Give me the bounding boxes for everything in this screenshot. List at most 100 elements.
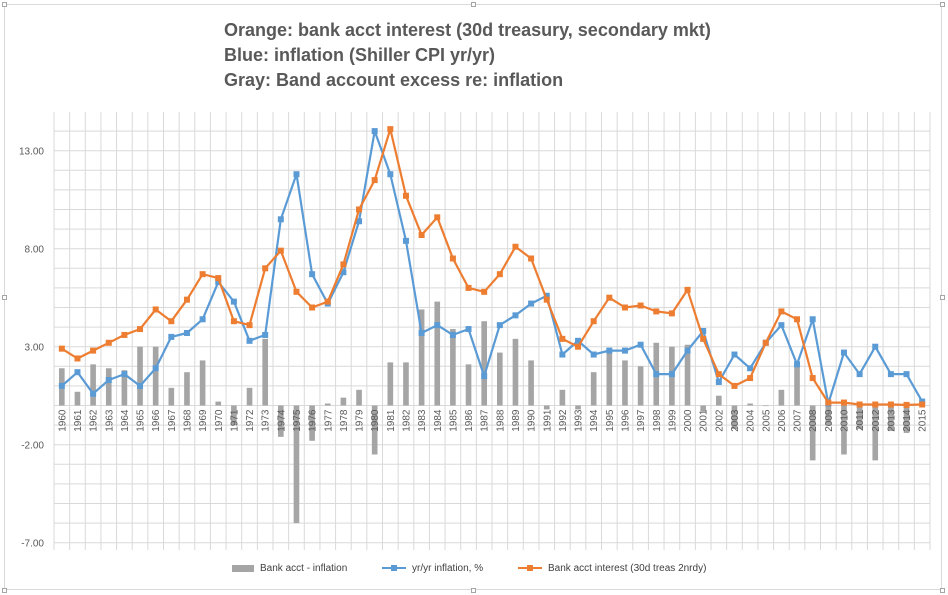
legend-item-inflation: yr/yr inflation, % xyxy=(382,559,483,577)
bar-excess xyxy=(278,405,284,437)
inflation-point xyxy=(215,279,222,286)
title-line-blue: Blue: inflation (Shiller CPI yr/yr) xyxy=(224,45,496,65)
interest-point xyxy=(684,286,691,293)
x-tick-label: 1967 xyxy=(167,409,178,432)
legend-swatch-excess xyxy=(232,564,254,572)
x-tick-label: 1982 xyxy=(401,409,412,432)
inflation-point xyxy=(418,329,425,336)
x-tick-label: 2008 xyxy=(808,409,819,432)
interest-point xyxy=(418,231,425,238)
interest-point xyxy=(700,335,707,342)
bar-excess xyxy=(762,405,769,407)
legend-label-excess: Bank acct - inflation xyxy=(260,562,348,574)
x-tick-label: 1978 xyxy=(339,409,350,432)
bar-excess xyxy=(794,364,800,406)
bar-excess xyxy=(872,405,879,461)
inflation-point xyxy=(152,365,159,372)
x-tick-label: 2000 xyxy=(683,409,694,432)
bar-excess xyxy=(231,405,237,426)
interest-point xyxy=(183,296,190,303)
interest-point xyxy=(481,288,488,295)
bar-excess xyxy=(481,321,487,406)
inflation-point xyxy=(371,128,378,135)
bar-excess xyxy=(184,372,190,406)
inflation-point xyxy=(731,351,738,358)
bar-excess xyxy=(716,395,722,406)
x-tick-label: 1995 xyxy=(605,409,616,432)
x-tick-label: 2001 xyxy=(699,409,710,432)
x-tick-label: 1962 xyxy=(89,409,100,432)
x-tick-label: 2004 xyxy=(746,409,757,432)
inflation-point xyxy=(668,371,675,378)
x-tick-label: 1972 xyxy=(245,409,256,432)
resize-handle-right[interactable] xyxy=(940,295,945,300)
x-tick-label: 1979 xyxy=(355,409,366,432)
inflation-point xyxy=(621,347,628,354)
x-tick-label: 1971 xyxy=(229,409,240,432)
y-tick-label: 3.00 xyxy=(25,343,45,354)
interest-point xyxy=(340,261,347,268)
x-tick-label: 1984 xyxy=(433,409,444,432)
bar-excess xyxy=(497,352,503,406)
resize-handle-top[interactable] xyxy=(471,2,476,7)
chart-title: Orange: bank acct interest (30d treasury… xyxy=(224,18,711,93)
interest-point xyxy=(731,382,738,389)
inflation-point xyxy=(121,371,128,378)
resize-handle-top-left[interactable] xyxy=(2,2,7,7)
x-tick-label: 1975 xyxy=(292,409,303,432)
interest-point xyxy=(387,126,394,133)
bar-excess xyxy=(856,405,863,430)
inflation-point xyxy=(356,218,363,225)
interest-point xyxy=(809,375,816,382)
bar-excess xyxy=(450,329,456,406)
bar-excess xyxy=(825,405,832,426)
interest-point xyxy=(449,255,456,262)
bar-excess xyxy=(575,405,581,410)
inflation-point xyxy=(293,171,300,178)
x-tick-label: 1991 xyxy=(542,409,553,432)
inflation-point xyxy=(105,377,112,384)
x-tick-label: 2013 xyxy=(886,409,897,432)
bar-excess xyxy=(340,397,347,406)
inflation-point xyxy=(559,351,566,358)
inflation-point xyxy=(747,365,754,372)
legend-label-interest: Bank acct interest (30d treas 2nrdy) xyxy=(548,562,707,574)
x-tick-label: 2005 xyxy=(761,409,772,432)
bar-excess xyxy=(778,389,785,406)
chart-frame[interactable] xyxy=(4,4,942,590)
resize-handle-top-right[interactable] xyxy=(940,2,945,7)
inflation-point xyxy=(856,371,863,378)
inflation-point xyxy=(512,312,519,319)
interest-point xyxy=(90,347,97,354)
bar-excess xyxy=(215,401,222,406)
resize-handle-bottom-left[interactable] xyxy=(2,588,7,593)
interest-point xyxy=(840,399,847,406)
interest-point xyxy=(199,271,206,278)
x-tick-label: 1965 xyxy=(136,409,147,432)
interest-point xyxy=(121,331,128,338)
bar-excess xyxy=(90,364,96,406)
inflation-point xyxy=(809,316,816,323)
y-tick-label: -7.00 xyxy=(21,539,44,550)
resize-handle-bottom[interactable] xyxy=(471,588,476,593)
resize-handle-bottom-right[interactable] xyxy=(940,588,945,593)
x-tick-label: 1997 xyxy=(636,409,647,432)
interest-point xyxy=(606,294,613,301)
interest-point xyxy=(74,355,81,362)
interest-point xyxy=(168,318,175,325)
bar-excess xyxy=(903,405,910,433)
bar-excess xyxy=(199,360,206,406)
title-line-orange: Orange: bank acct interest (30d treasury… xyxy=(224,20,711,40)
bar-excess xyxy=(606,350,613,406)
bar-excess xyxy=(559,389,566,406)
x-tick-label: 1998 xyxy=(652,409,663,432)
resize-handle-left[interactable] xyxy=(2,295,7,300)
interest-point xyxy=(293,288,300,295)
x-tick-label: 2011 xyxy=(855,409,866,431)
interest-point xyxy=(762,339,769,346)
interest-point xyxy=(105,339,112,346)
x-tick-label: 1961 xyxy=(73,409,84,432)
inflation-point xyxy=(246,337,253,344)
bar-excess xyxy=(700,405,706,412)
bar-excess xyxy=(841,405,847,455)
